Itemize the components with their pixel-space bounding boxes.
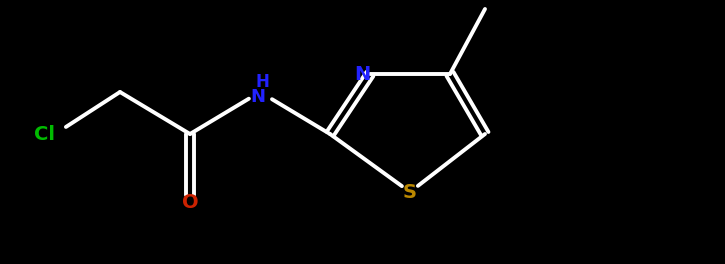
Text: H: H (255, 73, 269, 91)
Text: S: S (403, 182, 417, 201)
Text: O: O (182, 192, 199, 211)
Text: N: N (251, 88, 265, 106)
Text: Cl: Cl (34, 125, 55, 144)
Text: N: N (354, 64, 370, 83)
